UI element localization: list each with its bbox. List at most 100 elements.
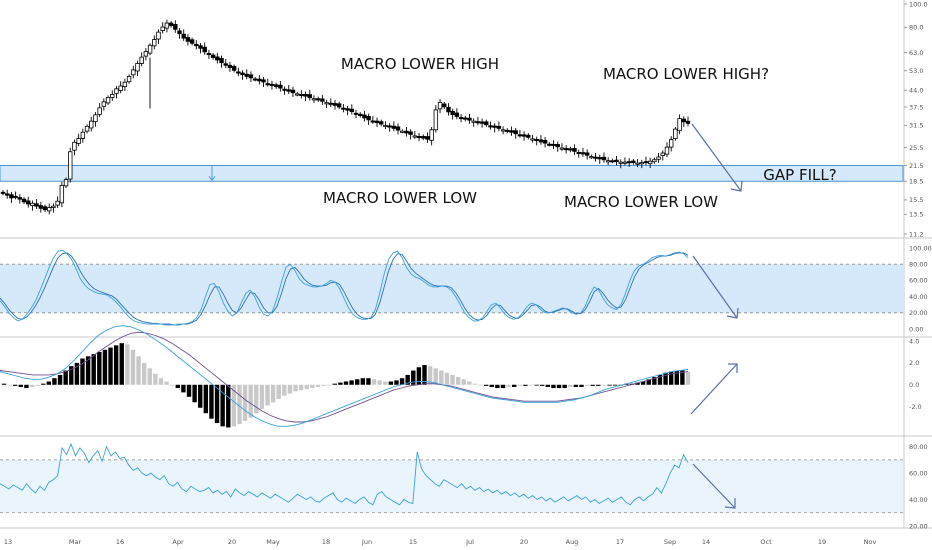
candle (185, 34, 191, 46)
candle-body (517, 134, 523, 137)
candle-body (80, 131, 86, 139)
candle-body (110, 93, 115, 98)
candle-body (240, 72, 245, 76)
macd-histogram-bar (399, 378, 405, 385)
macd-histogram-bar (545, 384, 551, 387)
candle (34, 199, 39, 209)
macd-histogram-bar (265, 384, 270, 406)
x-tick-label: Jun (361, 538, 372, 546)
price-down-arrow (691, 123, 742, 192)
candle (290, 86, 296, 97)
candle (63, 177, 69, 188)
macd-histogram-bar (97, 351, 102, 385)
grid (0, 0, 932, 529)
candle-body (576, 151, 581, 154)
candle (278, 81, 283, 92)
candle-body (311, 98, 317, 101)
candle-body (5, 193, 10, 196)
candle-body (635, 162, 640, 165)
candle (395, 123, 401, 135)
macd-histogram-bar (141, 362, 147, 385)
candle-body (231, 66, 237, 71)
candle (0, 190, 6, 196)
candle-body (68, 151, 73, 180)
candle (131, 65, 136, 79)
macd-histogram-bar (427, 366, 433, 385)
candle-body (404, 130, 409, 134)
macd-histogram-bar (74, 362, 80, 385)
stoch-tick-label: 80.00 (909, 261, 928, 269)
candle (261, 77, 266, 88)
candle (303, 91, 308, 102)
x-tick-label: 18 (322, 538, 330, 546)
x-tick-label: 13 (4, 538, 12, 546)
macd-histogram-bar (276, 384, 281, 399)
candle-body (685, 120, 691, 124)
candle (336, 101, 342, 110)
candle-body (26, 200, 31, 205)
candle (345, 105, 350, 116)
candle (139, 52, 144, 67)
candle (660, 150, 665, 161)
candle (5, 189, 10, 199)
candle-body (223, 63, 228, 66)
macd-histogram-bar (310, 384, 315, 389)
macd-histogram-bar (226, 384, 231, 428)
candle (358, 112, 363, 118)
macd-histogram-bar (198, 384, 203, 408)
candle-body (555, 144, 560, 148)
price-tick-label: 21.5 (909, 162, 923, 170)
candle (572, 144, 577, 155)
macd-tick-label: 4.0 (909, 337, 919, 345)
candle-body (168, 22, 174, 26)
candle (328, 98, 333, 107)
candle-body (475, 121, 481, 124)
candle (404, 127, 409, 137)
candle-body (51, 205, 56, 208)
trend-arrows (690, 123, 743, 509)
macd-histogram-bar (175, 384, 181, 389)
candle (105, 95, 111, 106)
candle (51, 203, 56, 213)
candle-body (219, 58, 224, 64)
candle (80, 128, 86, 143)
macd-histogram-bar (416, 367, 422, 385)
macd-histogram-bar (674, 370, 679, 385)
candle-body (416, 136, 422, 139)
candle (206, 50, 212, 59)
price-tick-label: 63.0 (909, 49, 923, 57)
candle-body (572, 148, 577, 152)
candle (421, 134, 426, 141)
candle-body (425, 136, 430, 140)
candle-body (647, 160, 653, 165)
candle (677, 114, 682, 135)
candle (534, 136, 539, 146)
candle (618, 159, 623, 169)
candle (332, 100, 338, 110)
macd-histogram-bar (590, 384, 595, 386)
candle (164, 19, 170, 33)
candle (219, 55, 224, 68)
macd-histogram-bar (41, 383, 46, 385)
price-tick-label: 44.0 (909, 87, 923, 95)
candle (349, 104, 355, 115)
candle (593, 152, 598, 162)
candle (101, 98, 107, 111)
candle (362, 110, 367, 122)
candle (622, 157, 628, 166)
macd-histogram-bar (192, 384, 197, 403)
candle (257, 75, 262, 85)
candle-body (660, 152, 665, 156)
candle-body (664, 146, 670, 155)
candle (492, 123, 497, 133)
macd-histogram-bar (332, 383, 337, 385)
candle (353, 109, 359, 118)
candle (110, 90, 115, 101)
candle (379, 119, 384, 127)
candle-body (307, 94, 312, 99)
candle-body (93, 114, 98, 123)
candle-body (353, 112, 359, 115)
candle (181, 29, 186, 41)
annotation-label: MACRO LOWER HIGH (341, 55, 499, 73)
candle-body (97, 107, 102, 115)
